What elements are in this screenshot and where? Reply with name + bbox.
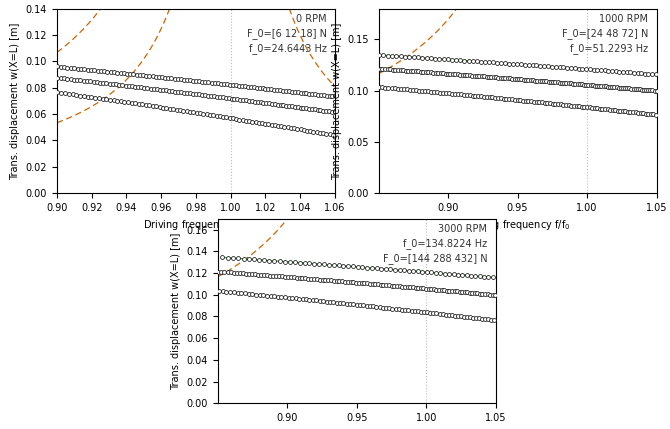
Text: 0 RPM
F_0=[6 12 18] N
f_0=24.6443 Hz: 0 RPM F_0=[6 12 18] N f_0=24.6443 Hz — [247, 14, 327, 54]
Y-axis label: Trans. displacement w(X=L) [m]: Trans. displacement w(X=L) [m] — [171, 233, 181, 390]
Text: 3000 RPM
f_0=134.8224 Hz
F_0=[144 288 432] N: 3000 RPM f_0=134.8224 Hz F_0=[144 288 43… — [383, 224, 488, 264]
Y-axis label: Trans. displacement w(X=L) [m]: Trans. displacement w(X=L) [m] — [10, 22, 20, 179]
X-axis label: Driving frequency f/f$_0$: Driving frequency f/f$_0$ — [143, 218, 249, 233]
Text: 1000 RPM
F_0=[24 48 72] N
f_0=51.2293 Hz: 1000 RPM F_0=[24 48 72] N f_0=51.2293 Hz — [562, 14, 649, 54]
Y-axis label: Trans. displacement w(X=L) [m]: Trans. displacement w(X=L) [m] — [332, 22, 342, 179]
X-axis label: Driving frequency f/f$_0$: Driving frequency f/f$_0$ — [464, 218, 571, 233]
